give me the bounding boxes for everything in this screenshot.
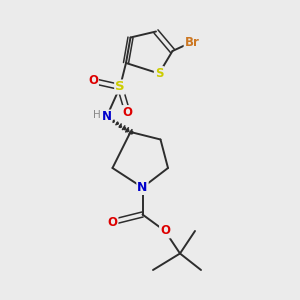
Text: N: N [137, 181, 148, 194]
Text: S: S [155, 67, 163, 80]
Text: N: N [101, 110, 112, 124]
Text: O: O [160, 224, 170, 238]
Text: H: H [93, 110, 101, 120]
Text: O: O [88, 74, 98, 88]
Text: O: O [122, 106, 133, 119]
Text: S: S [115, 80, 125, 94]
Text: O: O [107, 215, 118, 229]
Text: Br: Br [184, 35, 200, 49]
